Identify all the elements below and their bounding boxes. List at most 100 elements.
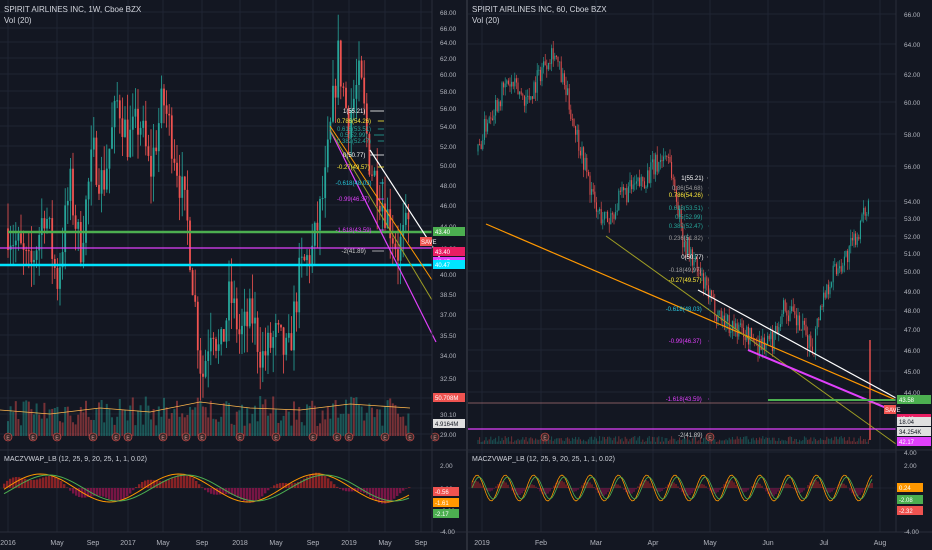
histogram-bar (565, 484, 567, 488)
x-tick-label: Sep (415, 540, 428, 547)
volume-bar (168, 418, 171, 436)
earnings-marker-dot (158, 432, 168, 442)
candle-body (578, 129, 580, 151)
fib-level-label: -0.27(49.57) (337, 165, 370, 171)
volume-bar (799, 439, 801, 444)
volume-bar (264, 399, 267, 436)
candle-body (509, 84, 511, 87)
volume-bar (863, 439, 865, 444)
volume-bar (594, 436, 596, 444)
volume-bar (157, 406, 160, 436)
histogram-bar (789, 484, 791, 488)
volume-bar (87, 416, 90, 436)
histogram-bar (665, 486, 667, 488)
histogram-bar (647, 481, 649, 488)
volume-bar (861, 440, 863, 444)
volume-bar (347, 413, 350, 436)
histogram-bar (645, 480, 647, 488)
candle-body (691, 249, 693, 266)
pane-divider[interactable] (466, 0, 468, 550)
candle-body (687, 237, 689, 255)
histogram-bar (677, 486, 679, 488)
histogram-bar (573, 488, 575, 492)
candle-body (658, 162, 660, 172)
volume-bar (587, 439, 589, 444)
candle-body (293, 301, 295, 351)
histogram-bar (725, 481, 727, 488)
fib-level-label: -2(41.89) (678, 433, 702, 439)
candle-body (631, 180, 633, 190)
volume-bar (605, 439, 607, 444)
trend-line-magenta (747, 349, 897, 413)
candle-body (183, 176, 186, 190)
earnings-marker-label: E (311, 436, 315, 442)
indicator-y-tick: 2.00 (440, 463, 453, 470)
histogram-bar (381, 488, 384, 504)
histogram-bar (811, 480, 813, 488)
volume-bar (509, 441, 511, 444)
candle-body (802, 320, 804, 331)
earnings-marker-dot (197, 432, 207, 442)
histogram-bar (487, 488, 489, 492)
histogram-bar (255, 488, 258, 502)
histogram-bar (633, 488, 635, 492)
candle-body (517, 82, 519, 95)
fib-level-label: 0.5(52.99) (340, 133, 367, 139)
left-chart[interactable]: E E E E E E E E E E E E E E E E E 1(55.21) 0.786(54.26) 0.… (0, 0, 466, 550)
price-tag-label: SAVE (421, 240, 437, 246)
candle-body (680, 208, 682, 227)
volume-bar (525, 437, 527, 444)
volume-bar (738, 438, 740, 444)
volume-bar (186, 414, 189, 436)
candle-body (7, 228, 9, 251)
volume-bar (701, 441, 703, 444)
histogram-bar (859, 488, 861, 495)
volume-bar (597, 441, 599, 444)
candle-body (656, 154, 658, 172)
volume-bar (640, 441, 642, 444)
candle-body (381, 203, 384, 212)
x-tick-label: Jun (762, 540, 773, 547)
histogram-bar (479, 483, 481, 488)
histogram-bar (689, 488, 691, 496)
candle-body (571, 118, 573, 120)
candle-body (547, 62, 549, 70)
candle-body (757, 343, 759, 355)
volume-bar (563, 441, 565, 444)
histogram-bar (18, 477, 21, 488)
volume-bar (691, 438, 693, 444)
volume-bar (586, 441, 588, 444)
x-tick-label: May (269, 540, 283, 547)
histogram-bar (619, 485, 621, 488)
earnings-marker-label: E (31, 436, 35, 442)
volume-bar (191, 409, 194, 436)
volume-bar (616, 441, 618, 444)
x-tick-label: May (50, 540, 64, 547)
candle-body (215, 338, 217, 351)
earnings-marker-dot (540, 432, 550, 442)
histogram-bar (503, 481, 505, 488)
volume-bar (744, 436, 746, 444)
histogram-bar (723, 484, 725, 488)
y-tick-label: 62.00 (904, 72, 921, 79)
volume-bar (173, 408, 176, 436)
histogram-bar (180, 474, 183, 488)
histogram-bar (845, 485, 847, 488)
histogram-bar (162, 481, 165, 488)
candle-body (643, 181, 645, 189)
candle-body (720, 310, 722, 321)
candle-body (506, 80, 508, 84)
right-chart[interactable]: E E 1(55.21) 0.86(54.68)0.786(54.26) 0.618(… (468, 0, 932, 550)
volume-bar (770, 440, 772, 444)
candle-body (581, 147, 583, 156)
y-tick-label: 46.00 (904, 348, 921, 355)
volume-bar (690, 441, 692, 444)
volume-bar (826, 436, 828, 444)
volume-bar (754, 440, 756, 444)
earnings-marker-label: E (543, 436, 547, 442)
candle-body (298, 257, 301, 313)
y-tick-label: 56.00 (440, 106, 457, 113)
histogram-bar (747, 488, 749, 491)
y-tick-label: 46.00 (440, 203, 457, 210)
candle-body (163, 88, 165, 106)
